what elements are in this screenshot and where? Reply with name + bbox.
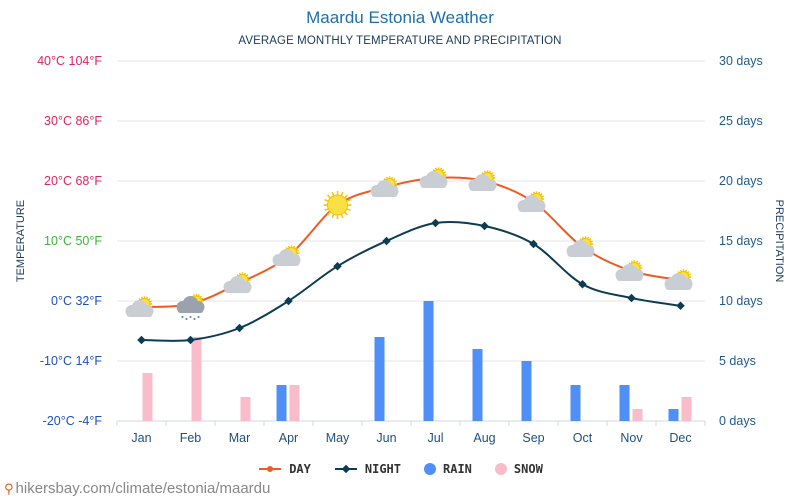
x-tick-label: Jan [131,431,151,445]
cloud-icon [468,174,497,191]
weather-icon [419,167,448,188]
cloud-icon [664,273,693,290]
cloud-icon [272,249,301,266]
right-axis-title: PRECIPITATION [773,200,785,283]
right-tick-label: 0 days [719,414,756,428]
left-axis-title: TEMPERATURE [15,200,27,282]
weather-chart: 40°C 104°F 30°C 86°F 20°C 68°F 10°C 50°F 0°C… [15,54,785,445]
source-url: hikersbay.com/climate/estonia/maardu [15,480,271,497]
night-line [141,220,681,342]
snow-dot-icon [494,463,507,475]
location-pin-icon: ⚲ [4,481,14,496]
cloud-icon [566,240,595,257]
day-line [141,176,681,308]
rain-bar [570,385,581,421]
chart-title: Maardu Estonia Weather [306,8,494,27]
x-tick-label: Sep [522,431,544,445]
legend-night[interactable]: NIGHT [333,462,401,476]
weather-icon [517,191,546,212]
snow-bar [681,397,692,421]
left-tick-label: 40°C 104°F [37,54,102,68]
snow-bar [240,397,251,421]
cloud-icon [370,180,399,197]
legend-rain-label: RAIN [443,462,472,476]
snow-bar [289,385,300,421]
night-point [382,236,391,246]
legend: DAY NIGHT RAIN SNOW [0,462,800,476]
x-tick-label: Nov [620,431,643,445]
right-tick-label: 25 days [719,114,763,128]
night-point [676,301,685,311]
night-line-icon [334,464,357,474]
weather-icon [566,236,595,257]
rain-bar [619,385,630,421]
snow-bar [632,409,643,421]
legend-snow-label: SNOW [513,462,543,476]
legend-day-label: DAY [289,462,311,476]
weather-icon [370,176,399,197]
chart-subtitle: AVERAGE MONTHLY TEMPERATURE AND PRECIPIT… [238,35,562,47]
legend-snow[interactable]: SNOW [494,462,543,476]
left-tick-label: -10°C 14°F [40,354,102,368]
cloud-icon [125,300,154,317]
legend-night-label: NIGHT [364,462,401,476]
left-tick-label: 30°C 86°F [44,114,102,128]
right-tick-label: 5 days [719,354,756,368]
left-tick-label: 0°C 32°F [51,294,102,308]
source-link[interactable]: ⚲ hikersbay.com/climate/estonia/maardu [4,480,270,497]
day-line-icon [259,466,282,472]
weather-icon [664,269,693,290]
rain-bar [521,361,532,421]
cloud-icon [615,264,644,281]
legend-rain[interactable]: RAIN [423,462,472,476]
right-tick-label: 20 days [719,174,763,188]
night-point [284,296,293,306]
snow-bar [191,337,202,421]
x-tick-label: Apr [279,431,298,445]
x-tick-label: Feb [180,431,202,445]
weather-icon [615,260,644,281]
cloud-icon [176,296,205,313]
x-tick-label: Oct [573,431,593,445]
weather-icon [468,170,497,191]
snow-bar [142,373,153,421]
night-point [333,261,342,271]
rain-bar [668,409,679,421]
left-tick-label: 10°C 50°F [44,234,102,248]
right-tick-label: 10 days [719,294,763,308]
night-point [431,218,440,228]
weather-icon [223,272,252,293]
x-tick-label: Mar [229,431,251,445]
weather-icon [125,296,154,317]
night-point [137,335,146,345]
night-point [627,293,636,303]
weather-icon [323,191,352,219]
legend-day[interactable]: DAY [257,462,311,476]
x-tick-label: Dec [669,431,691,445]
weather-icon [176,294,205,321]
night-point [578,279,587,289]
rain-bar [276,385,287,421]
cloud-icon [223,276,252,293]
rain-bar [374,337,385,421]
right-tick-label: 15 days [719,234,763,248]
rain-bar [472,349,483,421]
rain-dot-icon [424,463,436,475]
x-tick-label: May [326,431,350,445]
cloud-icon [419,171,448,188]
x-tick-label: Aug [473,431,495,445]
x-tick-label: Jul [428,431,444,445]
night-point [480,221,489,231]
right-tick-label: 30 days [719,54,763,68]
night-point [186,335,195,345]
night-point [235,323,244,333]
left-tick-label: -20°C -4°F [43,414,103,428]
weather-icon [272,245,301,266]
left-tick-label: 20°C 68°F [44,174,102,188]
sun-icon [323,191,352,219]
rain-bar [423,301,434,421]
x-tick-label: Jun [376,431,396,445]
cloud-icon [517,195,546,212]
